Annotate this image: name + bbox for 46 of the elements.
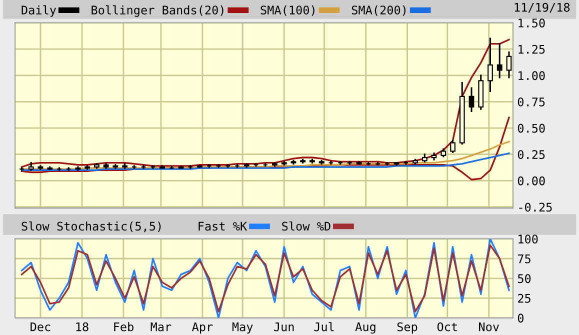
x-tick-label: Apr: [192, 322, 213, 334]
candlestick: [47, 166, 53, 170]
legend-label: Daily: [22, 5, 56, 17]
y-tick-label: 50: [518, 274, 531, 284]
y-tick-label: 0.75: [518, 97, 545, 106]
y-tick-label: 0.25: [518, 150, 545, 160]
x-tick-label: Mar: [150, 322, 172, 332]
candlestick: [450, 140, 456, 154]
text: 11/19/18: [514, 2, 570, 13]
candlestick: [178, 166, 184, 169]
legend-label: SMA(200): [352, 5, 406, 16]
x-tick-label: Nov: [479, 322, 499, 332]
legend-label: Bollinger Bands(20): [92, 5, 224, 17]
legend-label: Slow %D: [282, 221, 330, 231]
y-tick-label: 0.00: [518, 176, 545, 186]
x-tick-label: Jun: [274, 322, 294, 332]
legend-label: SMA(100): [260, 5, 314, 16]
y-tick-label: 25: [518, 294, 530, 303]
x-tick-label: Dec: [30, 322, 50, 332]
candlestick: [38, 165, 44, 170]
candlestick: [122, 163, 128, 169]
x-tick-label: May: [232, 322, 253, 334]
y-tick-label: -0.25: [519, 202, 552, 212]
y-tick-label: 0: [518, 314, 524, 323]
candlestick: [84, 165, 90, 170]
legend-label: Fast %K: [198, 222, 248, 231]
x-tick-label: Sep: [397, 322, 418, 334]
candlestick: [468, 87, 474, 112]
x-tick-label: 18: [76, 322, 88, 332]
x-tick-label: Aug: [355, 322, 376, 334]
candlestick: [496, 43, 502, 78]
y-tick-label: 1.50: [518, 18, 545, 28]
y-tick-label: 100: [518, 234, 538, 244]
x-tick-label: Oct: [437, 322, 457, 332]
y-tick-label: 1.00: [518, 71, 545, 80]
y-tick-label: 75: [518, 254, 530, 264]
line-series: [20, 152, 510, 171]
y-tick-label: 1.25: [518, 44, 545, 54]
candlestick: [112, 164, 118, 169]
x-tick-label: Feb: [114, 322, 134, 332]
candlestick: [160, 165, 165, 169]
y-tick-label: 0.50: [518, 124, 545, 133]
candlestick: [488, 38, 493, 92]
x-tick-label: Jul: [314, 322, 334, 332]
candlestick: [75, 166, 81, 171]
chart-title: Slow Stochastic(5,5): [22, 221, 161, 232]
